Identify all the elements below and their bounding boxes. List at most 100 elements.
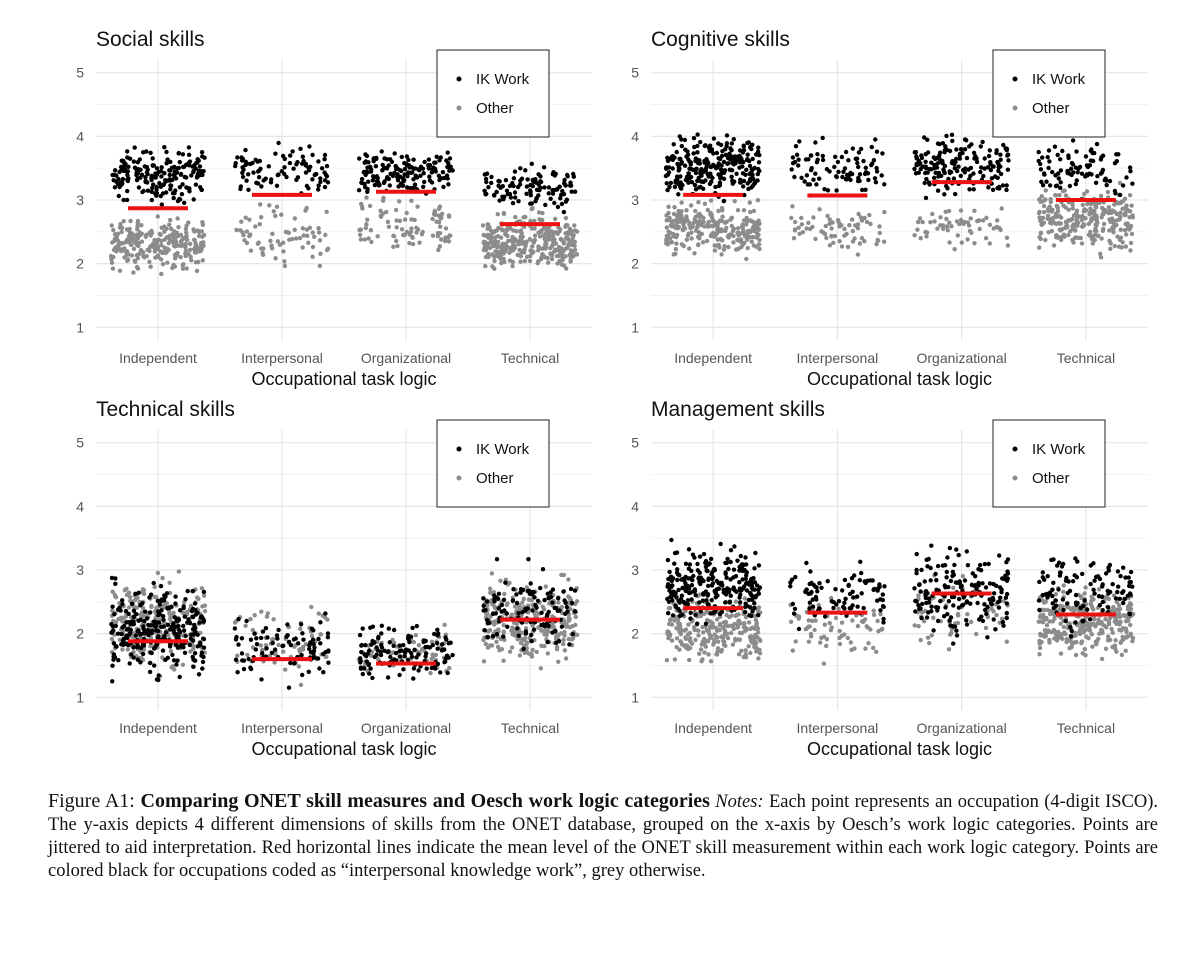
point-other <box>736 612 741 617</box>
point-ik-work <box>947 545 953 551</box>
point-ik-work <box>443 659 448 664</box>
point-ik-work <box>511 587 516 592</box>
point-ik-work <box>745 152 750 157</box>
point-other <box>946 647 952 652</box>
point-ik-work <box>750 172 755 177</box>
point-ik-work <box>484 191 489 197</box>
point-ik-work <box>158 193 163 199</box>
point-ik-work <box>149 185 155 191</box>
point-ik-work <box>678 156 683 162</box>
point-ik-work <box>967 187 972 192</box>
point-other <box>540 252 545 257</box>
point-ik-work <box>704 165 709 170</box>
legend-marker <box>456 105 462 111</box>
point-ik-work <box>141 631 146 636</box>
point-other <box>538 217 543 223</box>
point-ik-work <box>932 175 937 180</box>
point-ik-work <box>946 599 952 604</box>
point-other <box>184 266 189 271</box>
point-other <box>147 231 152 236</box>
point-ik-work <box>143 178 148 184</box>
point-other <box>1041 220 1047 225</box>
point-other <box>119 229 124 235</box>
point-ik-work <box>554 187 560 192</box>
point-ik-work <box>405 657 411 662</box>
point-other <box>1118 210 1123 215</box>
point-other <box>129 253 135 258</box>
point-ik-work <box>129 652 134 657</box>
y-tick-label: 3 <box>631 562 639 578</box>
point-other <box>1075 215 1080 220</box>
point-ik-work <box>409 654 415 659</box>
point-other <box>1128 240 1134 246</box>
point-ik-work <box>395 178 401 183</box>
y-tick-label: 1 <box>631 319 639 335</box>
point-ik-work <box>817 176 822 181</box>
point-other <box>1117 180 1123 186</box>
point-other <box>754 620 759 625</box>
point-other <box>543 584 548 589</box>
point-other <box>757 246 762 252</box>
point-ik-work <box>1039 179 1044 184</box>
point-other <box>700 639 706 644</box>
point-ik-work <box>727 599 733 604</box>
point-ik-work <box>147 669 153 675</box>
point-ik-work <box>747 163 753 169</box>
point-other <box>293 236 299 241</box>
point-ik-work <box>243 147 248 153</box>
point-ik-work <box>121 638 126 643</box>
point-ik-work <box>731 162 736 167</box>
point-ik-work <box>149 189 154 194</box>
legend-label: IK Work <box>476 71 530 88</box>
point-other <box>510 259 515 265</box>
point-ik-work <box>920 164 925 169</box>
point-other <box>912 233 917 238</box>
point-ik-work <box>128 627 134 633</box>
point-other <box>1054 213 1059 219</box>
point-other <box>279 212 284 217</box>
point-other <box>968 619 974 625</box>
point-other <box>259 609 264 614</box>
point-ik-work <box>687 562 693 567</box>
point-ik-work <box>942 192 947 197</box>
point-ik-work <box>701 591 706 596</box>
point-other <box>480 223 486 228</box>
point-ik-work <box>1069 160 1075 166</box>
point-other <box>364 222 369 227</box>
point-ik-work <box>1107 178 1113 184</box>
point-ik-work <box>496 605 501 611</box>
point-ik-work <box>181 628 187 633</box>
point-other <box>273 652 278 657</box>
point-other <box>837 239 842 244</box>
x-tick-label: Technical <box>1057 350 1115 366</box>
point-other <box>751 208 757 214</box>
point-other <box>317 238 323 243</box>
point-ik-work <box>721 198 726 204</box>
point-ik-work <box>143 175 148 180</box>
point-other <box>178 232 184 238</box>
x-tick-label: Independent <box>674 350 752 366</box>
point-other <box>835 218 841 223</box>
point-other <box>498 256 503 262</box>
point-ik-work <box>261 178 266 183</box>
point-ik-work <box>940 563 946 568</box>
point-other <box>554 644 560 650</box>
point-other <box>536 625 541 630</box>
point-ik-work <box>954 147 959 152</box>
point-ik-work <box>391 657 397 662</box>
point-ik-work <box>432 160 437 165</box>
point-other <box>1107 217 1112 222</box>
point-other <box>140 605 146 611</box>
point-ik-work <box>180 182 185 187</box>
point-other <box>511 236 516 242</box>
point-ik-work <box>676 606 681 612</box>
point-ik-work <box>569 189 574 194</box>
x-tick-label: Independent <box>674 720 752 736</box>
point-other <box>811 215 816 220</box>
point-ik-work <box>195 644 200 649</box>
point-other <box>1129 231 1135 237</box>
point-other <box>1038 236 1043 242</box>
point-other <box>558 631 564 636</box>
point-other <box>1054 235 1059 240</box>
point-other <box>498 235 504 240</box>
